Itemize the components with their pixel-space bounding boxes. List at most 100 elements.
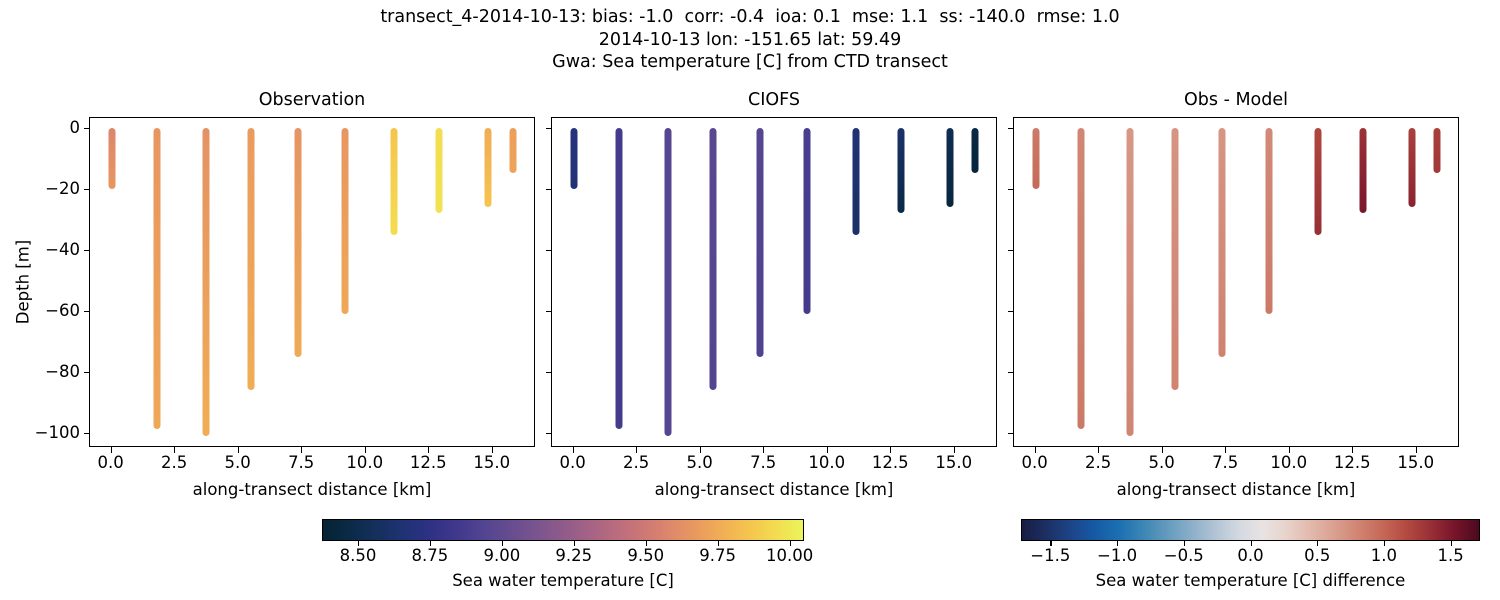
x-tick	[953, 447, 955, 453]
cast-profile	[108, 128, 116, 189]
cast-profile	[1408, 128, 1416, 208]
plot-area	[551, 117, 997, 447]
cast-profile	[709, 128, 717, 391]
x-tick-label: 5.0	[224, 453, 251, 472]
cast-profile	[1218, 128, 1226, 357]
colorbar-tick	[429, 541, 432, 546]
colorbar-tick-label: 1.0	[1370, 546, 1398, 565]
y-axis-label: Depth [m]	[13, 239, 33, 325]
panel-obs-model: Obs - Model 0.0 2.5 5.0 7.5 10.0 12.5 15.0 along…	[1007, 90, 1459, 499]
colorbar-tick-label: −0.5	[1163, 546, 1204, 565]
cast-profile	[1433, 128, 1441, 174]
suptitle-line-1: transect_4-2014-10-13: bias: -1.0 corr: …	[380, 7, 1120, 27]
colorbar-tick-label: 9.75	[699, 546, 737, 565]
plot-area	[89, 117, 535, 447]
colorbar-title: Sea water temperature [C]	[452, 571, 674, 590]
y-tick	[545, 188, 551, 190]
y-tick	[83, 188, 89, 190]
y-tick	[1007, 127, 1013, 129]
cast-profile	[509, 128, 517, 174]
x-axis-label: along-transect distance [km]	[654, 480, 894, 499]
x-tick-label: 7.5	[288, 453, 315, 472]
x-tick-label: 10.0	[1270, 453, 1308, 472]
y-tick	[545, 249, 551, 252]
cast-profile	[247, 128, 255, 391]
colorbar-tick-label: 0.0	[1237, 546, 1264, 565]
colorbar-tick	[501, 541, 504, 546]
colorbar-tick-label: 9.50	[627, 546, 665, 565]
colorbar-tick	[357, 541, 360, 546]
cast-profile	[202, 128, 210, 437]
x-tick	[1415, 447, 1417, 453]
x-tick	[301, 447, 303, 453]
colorbar-tick-label: −1.0	[1097, 546, 1138, 565]
y-tick	[545, 433, 551, 435]
y-tick-label: −80	[45, 362, 80, 382]
x-tick-label: 10.0	[346, 453, 384, 472]
colorbar-temperature: 8.50 8.75 9.00 9.25 9.50 9.75 10.00 Sea water t…	[322, 519, 813, 594]
x-tick-label: 7.5	[1212, 453, 1239, 472]
x-tick	[1288, 447, 1290, 453]
x-tick-label: 2.5	[161, 453, 188, 472]
x-tick-label: 2.5	[1085, 453, 1112, 472]
panel-ciofs: CIOFS 0.0 2.5 5.0 7.5 10.0 12.5 15.0 along-trans…	[545, 90, 997, 499]
x-tick	[1098, 447, 1100, 453]
x-tick	[826, 447, 828, 453]
figure-suptitle: transect_4-2014-10-13: bias: -1.0 corr: …	[0, 6, 1500, 74]
cast-profile	[153, 128, 161, 429]
y-tick	[545, 127, 551, 129]
colorbar-tick	[1250, 541, 1252, 546]
x-tick-label: 0.0	[559, 453, 586, 472]
x-tick	[174, 447, 176, 453]
suptitle-line-3: Gwa: Sea temperature [C] from CTD transe…	[552, 52, 948, 72]
x-tick	[237, 447, 239, 453]
cast-profile	[971, 128, 979, 174]
cast-profile	[390, 128, 398, 235]
cast-profile	[1171, 128, 1179, 391]
colorbar-tick	[717, 541, 719, 546]
colorbar-tick	[645, 541, 647, 546]
y-tick	[545, 311, 551, 313]
cast-profile	[435, 128, 443, 214]
y-tick-label: 0	[69, 117, 81, 137]
colorbar-tick-label: 9.00	[483, 546, 521, 565]
cast-profile	[1359, 128, 1367, 214]
colorbar-tick	[573, 541, 575, 546]
cast-profile	[570, 128, 578, 189]
colorbar-difference: −1.5 −1.0 −0.5 0.0 0.5 1.0 1.5 Sea water temper…	[1021, 519, 1480, 594]
x-tick	[1225, 447, 1227, 453]
x-tick-label: 0.0	[1021, 453, 1048, 472]
x-tick	[428, 447, 430, 453]
y-tick	[83, 249, 89, 252]
y-tick	[1007, 372, 1013, 374]
x-tick	[1034, 447, 1036, 453]
x-axis-label: along-transect distance [km]	[1116, 480, 1356, 499]
x-tick-label: 15.0	[935, 453, 973, 472]
y-tick-label: −60	[45, 301, 80, 321]
panel-title: Obs - Model	[1184, 90, 1288, 110]
y-tick-label: −40	[45, 239, 80, 259]
x-tick-label: 5.0	[1148, 453, 1175, 472]
y-tick	[83, 433, 89, 435]
cast-profile	[664, 128, 672, 437]
x-tick	[110, 447, 112, 453]
x-tick	[890, 447, 892, 453]
y-tick	[545, 372, 551, 374]
y-tick	[1007, 188, 1013, 190]
colorbar-tick	[1117, 541, 1119, 546]
suptitle-line-2: 2014-10-13 lon: -151.65 lat: 59.49	[598, 29, 902, 50]
cast-profile	[484, 128, 492, 208]
x-tick	[763, 447, 765, 453]
colorbar-tick	[1183, 541, 1185, 546]
x-tick-label: 15.0	[473, 453, 511, 472]
colorbar-gradient	[322, 519, 804, 541]
cast-profile	[756, 128, 764, 357]
cast-profile	[1126, 128, 1134, 437]
x-tick	[1161, 447, 1163, 453]
panel-title: Observation	[258, 90, 366, 110]
colorbar-tick-label: 10.00	[765, 546, 814, 565]
x-axis-label: along-transect distance [km]	[192, 480, 432, 499]
x-tick	[636, 447, 638, 453]
colorbar-tick	[789, 541, 791, 546]
